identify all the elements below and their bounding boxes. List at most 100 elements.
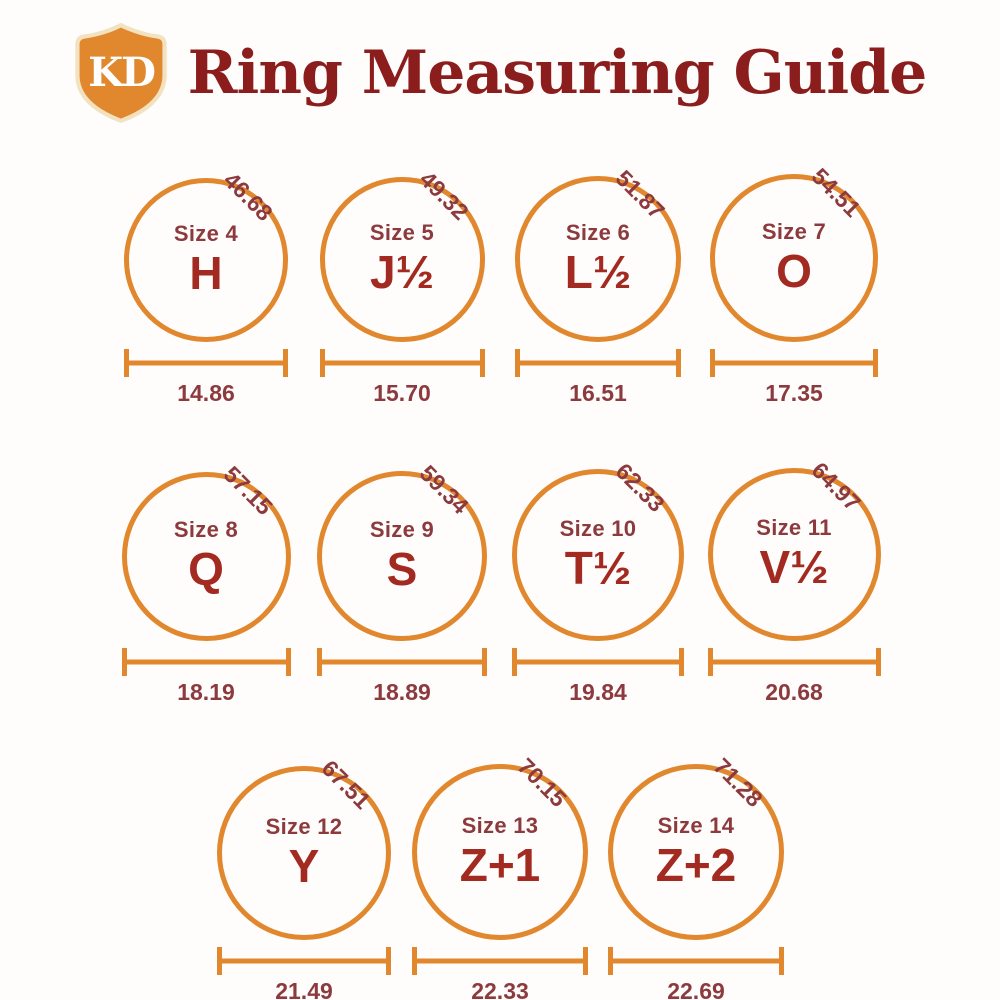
ring-uk-letter: J½ [370, 246, 434, 299]
ring-diameter-label: 22.33 [471, 978, 529, 1000]
measure-bar-line [121, 659, 291, 665]
measure-bar-right-cap [482, 648, 487, 676]
ring-diameter-label: 19.84 [569, 679, 627, 705]
diameter-measure-bar [124, 349, 288, 377]
ring-uk-letter: O [776, 244, 812, 297]
ring-circle: 70.15 Size 13 Z+1 [412, 753, 588, 940]
diameter-measure-bar [707, 648, 881, 676]
ring-diameter-label: 20.68 [765, 679, 823, 705]
ring-circle-area: 51.87 Size 6 L½ [515, 138, 681, 342]
ring-circumference-label: 59.34 [414, 459, 474, 519]
ring-cell: 62.33 Size 10 T½ 19.84 [500, 437, 696, 706]
ring-circle: 71.28 Size 14 Z+2 [608, 753, 784, 940]
logo-kd-text: KD [88, 48, 155, 96]
ring-circle-area: 67.51 Size 12 Y [217, 736, 391, 940]
ring-size-label: Size 14 [657, 812, 735, 838]
ring-row-3: 67.51 Size 12 Y 21.49 70.15 Size 13 Z+1 … [0, 736, 1000, 1000]
ring-diameter-label: 14.86 [177, 380, 235, 406]
ring-uk-letter: T½ [564, 541, 632, 594]
ring-cell: 71.28 Size 14 Z+2 22.69 [598, 736, 794, 1000]
ring-circle-area: 64.97 Size 11 V½ [707, 437, 881, 641]
ring-row-2: 57.15 Size 8 Q 18.19 59.34 Size 9 S 18.8… [0, 437, 1000, 706]
measure-bar-line [217, 958, 391, 964]
ring-cell: 59.34 Size 9 S 18.89 [304, 437, 500, 706]
ring-circle: 57.15 Size 8 Q [121, 461, 291, 641]
ring-circle-area: 49.32 Size 5 J½ [319, 138, 485, 342]
ring-circle: 51.87 Size 6 L½ [515, 165, 681, 342]
ring-size-label: Size 12 [265, 813, 343, 839]
ring-cell: 49.32 Size 5 J½ 15.70 [304, 138, 500, 407]
measure-bar-line [124, 360, 288, 366]
ring-size-label: Size 6 [565, 219, 631, 245]
ring-circumference-label: 57.15 [218, 460, 278, 520]
measure-bar-right-cap [479, 349, 485, 377]
measure-bar-right-cap [873, 349, 878, 377]
ring-circle: 54.51 Size 7 O [710, 163, 878, 342]
diameter-measure-bar [217, 947, 391, 975]
diameter-measure-bar [121, 648, 291, 676]
measure-bar-right-cap [679, 648, 684, 676]
ring-diameter-label: 15.70 [373, 380, 431, 406]
measure-bar-line [707, 659, 881, 665]
diameter-measure-bar [515, 349, 681, 377]
measure-bar-line [512, 659, 684, 665]
ring-uk-letter: L½ [564, 245, 632, 298]
ring-cell: 64.97 Size 11 V½ 20.68 [696, 437, 892, 706]
ring-diameter-label: 21.49 [275, 978, 333, 1000]
ring-circumference-label: 62.33 [610, 457, 670, 517]
ring-circle-area: 62.33 Size 10 T½ [512, 437, 684, 641]
ring-uk-letter: H [189, 246, 223, 299]
ring-circle: 67.51 Size 12 Y [217, 755, 391, 940]
diameter-measure-bar [512, 648, 684, 676]
ring-circle-area: 59.34 Size 9 S [317, 437, 487, 641]
ring-uk-letter: V½ [759, 541, 829, 594]
ring-cell: 54.51 Size 7 O 17.35 [696, 138, 892, 407]
ring-circle-area: 70.15 Size 13 Z+1 [412, 736, 588, 940]
ring-diameter-label: 22.69 [667, 978, 725, 1000]
measure-bar-line [515, 360, 681, 366]
ring-circle: 49.32 Size 5 J½ [319, 166, 485, 342]
ring-row-1: 46.68 Size 4 H 14.86 49.32 Size 5 J½ 15.… [0, 138, 1000, 407]
measure-bar-right-cap [583, 947, 588, 975]
diameter-measure-bar [317, 648, 487, 676]
page-title: Ring Measuring Guide [187, 38, 928, 108]
measure-bar-right-cap [285, 648, 291, 676]
ring-size-label: Size 5 [369, 220, 435, 246]
ring-circle: 59.34 Size 9 S [317, 460, 487, 641]
shield-shape [74, 22, 167, 124]
ring-circle-area: 71.28 Size 14 Z+2 [608, 736, 784, 940]
kd-shield-logo: KD [74, 22, 167, 124]
ring-cell: 46.68 Size 4 H 14.86 [108, 138, 304, 407]
ring-uk-letter: Z+2 [655, 838, 737, 891]
ring-size-label: Size 8 [173, 517, 239, 543]
ring-circumference-label: 51.87 [610, 164, 670, 224]
ring-circumference-label: 49.32 [414, 165, 474, 225]
measure-bar-line [319, 360, 485, 366]
ring-circumference-label: 70.15 [512, 752, 572, 812]
measure-bar-line [412, 958, 588, 964]
ring-uk-letter: Y [288, 839, 320, 892]
ring-circle: 64.97 Size 11 V½ [707, 457, 881, 641]
ring-diameter-label: 16.51 [569, 380, 627, 406]
ring-size-label: Size 4 [173, 220, 239, 246]
ring-size-label: Size 13 [461, 812, 539, 838]
header: KD Ring Measuring Guide [0, 0, 1000, 124]
diameter-measure-bar [319, 349, 485, 377]
ring-size-label: Size 7 [761, 218, 827, 244]
ring-cell: 51.87 Size 6 L½ 16.51 [500, 138, 696, 407]
measure-bar-line [317, 659, 487, 665]
measure-bar-right-cap [676, 349, 681, 377]
ring-cell: 67.51 Size 12 Y 21.49 [206, 736, 402, 1000]
measure-bar-line [608, 958, 784, 964]
ring-size-label: Size 11 [756, 515, 832, 541]
measure-bar-right-cap [283, 349, 288, 377]
ring-circumference-label: 71.28 [708, 752, 768, 812]
measure-bar-right-cap [386, 947, 391, 975]
ring-uk-letter: S [386, 542, 418, 595]
measure-bar-right-cap [779, 947, 784, 975]
ring-uk-letter: Q [188, 543, 224, 596]
ring-cell: 57.15 Size 8 Q 18.19 [108, 437, 304, 706]
ring-circumference-label: 64.97 [806, 456, 866, 516]
measure-bar-right-cap [875, 648, 881, 676]
diameter-measure-bar [412, 947, 588, 975]
